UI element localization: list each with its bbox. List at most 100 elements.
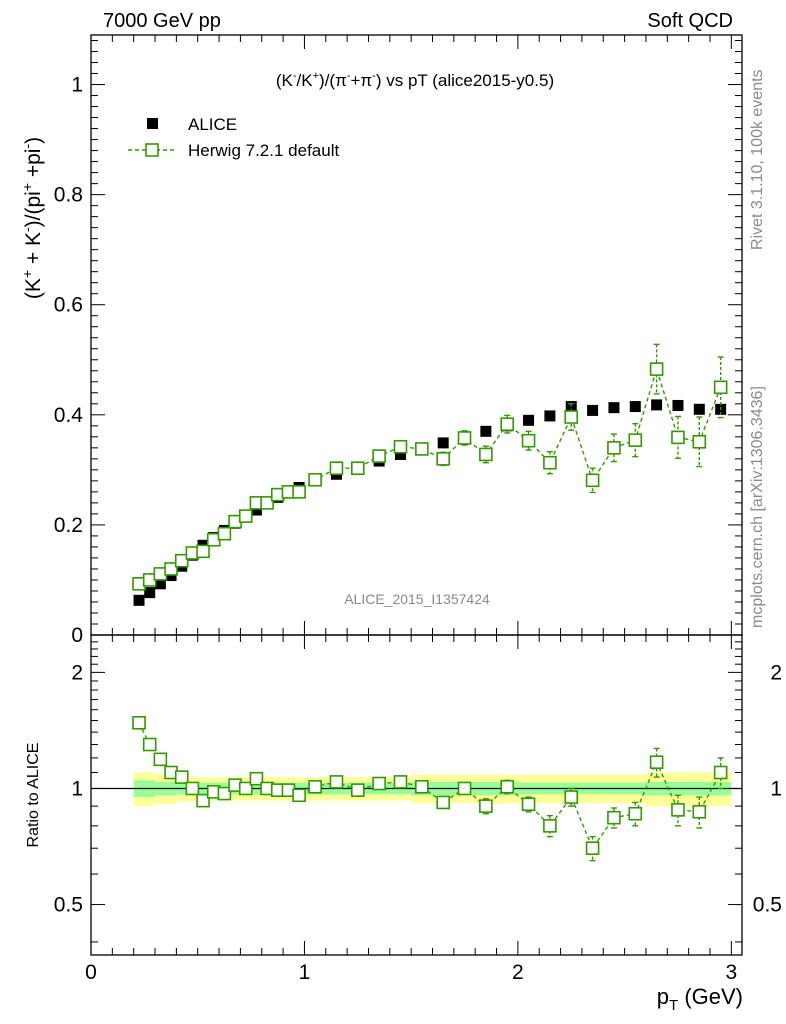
ratio-herwig-point (249, 771, 264, 786)
rivet-version-label: Rivet 3.1.10, 100k events (749, 69, 766, 250)
legend-marker-alice (147, 118, 158, 129)
main-plot-title: (K-/K+)/(π-+π-) vs pT (alice2015-y0.5) (276, 70, 554, 90)
alice-data-point (154, 578, 166, 590)
herwig-data-point (308, 472, 322, 487)
ratio-herwig-point (153, 752, 168, 767)
herwig-data-point (607, 441, 621, 455)
ratio-y-tick-label: 1 (71, 777, 83, 800)
herwig-data-point (649, 362, 664, 376)
herwig-data-point (457, 431, 472, 445)
x-tick-label: 3 (725, 961, 737, 984)
x-tick-label: 2 (512, 961, 524, 984)
ratio-herwig-point (142, 737, 157, 752)
herwig-data-point (415, 442, 429, 456)
herwig-data-point (372, 449, 386, 463)
ratio-herwig-point (415, 780, 429, 794)
ratio-panel: 0 1 2 3 0.5 0.5 1 1 2 2 Ratio to ALICE pT (GeV) (25, 634, 782, 1014)
alice-data-point (144, 587, 156, 599)
herwig-data-point (692, 434, 707, 449)
alice-data-point (587, 404, 599, 416)
herwig-data-point (196, 544, 210, 559)
ratio-herwig-point (713, 765, 728, 780)
x-axis-label: pT (GeV) (657, 984, 743, 1014)
herwig-data-point (238, 509, 253, 523)
ratio-herwig-point (628, 806, 643, 821)
ratio-herwig-point (521, 797, 536, 812)
ratio-y-tick-label-right: 2 (770, 661, 782, 684)
herwig-data-point (351, 461, 365, 476)
ratio-herwig-point (185, 781, 200, 796)
herwig-data-point (564, 410, 579, 424)
ratio-y-tick-label-right: 0.5 (753, 894, 782, 917)
main-y-tick-label: 0.2 (54, 514, 83, 537)
ratio-herwig-point (692, 804, 707, 819)
herwig-data-point (174, 553, 189, 568)
ratio-y-tick-label-right: 1 (770, 777, 782, 800)
ratio-herwig-point (174, 770, 189, 784)
main-y-tick-label: 0.4 (54, 404, 84, 427)
main-panel: 0 0.2 0.4 0.6 0.8 1 (K-/K+)/(π-+π-) vs pT (al… (19, 34, 743, 647)
legend-marker-herwig (145, 143, 159, 157)
ratio-herwig-point (372, 776, 386, 791)
herwig-data-point (713, 380, 728, 395)
alice-data-point (437, 437, 449, 449)
alice-data-point (651, 399, 663, 411)
ratio-frame (90, 634, 743, 956)
ratio-herwig-point (329, 775, 344, 789)
herwig-data-point (521, 433, 536, 448)
main-y-tick-label: 0.8 (54, 184, 83, 207)
alice-data-point (672, 399, 684, 411)
ratio-herwig-point (457, 781, 472, 796)
herwig-data-point (479, 447, 493, 462)
ratio-herwig-point (217, 786, 232, 801)
herwig-data-point (217, 526, 232, 541)
ratio-herwig-point (393, 775, 408, 789)
ratio-herwig-point (543, 819, 557, 833)
ratio-herwig-point (479, 799, 493, 813)
header-energy-label: 7000 GeV pp (103, 10, 221, 32)
alice-data-point (480, 425, 492, 437)
herwig-data-point (393, 439, 408, 454)
ratio-herwig-point (238, 781, 253, 796)
herwig-data-point (500, 417, 515, 431)
ratio-herwig-point (196, 793, 210, 808)
main-y-tick-label: 0.6 (54, 294, 83, 317)
main-y-tick-label: 0 (71, 624, 83, 647)
ratio-herwig-point (132, 716, 146, 730)
ratio-y-axis-label: Ratio to ALICE (25, 743, 42, 848)
alice-data-point (693, 403, 705, 415)
ratio-herwig-point (436, 795, 450, 810)
ratio-y-tick-label: 2 (71, 661, 83, 684)
alice-data-point (133, 594, 145, 606)
herwig-data-point (436, 452, 450, 466)
herwig-data-point (585, 473, 600, 488)
herwig-data-point (628, 433, 643, 447)
main-y-axis-label: (K+ + K-)/(pi+ +pi-) (19, 137, 45, 299)
alice-data-point (544, 410, 556, 422)
alice-data-point (629, 401, 641, 413)
ratio-herwig-point (500, 780, 515, 794)
alice-data-point (250, 504, 262, 516)
legend-label-herwig: Herwig 7.2.1 default (188, 141, 339, 160)
ratio-y-tick-label: 0.5 (54, 894, 83, 917)
ratio-herwig-point (671, 803, 685, 817)
ratio-herwig-point (585, 841, 600, 856)
legend: ALICE Herwig 7.2.1 default (128, 115, 339, 160)
mcplots-label: mcplots.cern.ch [arXiv:1306.3436] (749, 386, 766, 628)
herwig-data-point (260, 496, 274, 510)
x-tick-label: 0 (85, 961, 97, 984)
ratio-herwig-point (649, 755, 664, 769)
alice-data-point (394, 448, 406, 460)
ratio-herwig-point (351, 783, 365, 797)
herwig-data-point (292, 485, 306, 499)
herwig-data-point (543, 455, 557, 470)
ratio-herwig-point (292, 788, 306, 803)
legend-label-alice: ALICE (188, 115, 237, 134)
ratio-herwig-point (308, 780, 322, 794)
x-tick-label: 1 (299, 961, 311, 984)
main-y-tick-label: 1 (71, 74, 83, 97)
herwig-data-point (329, 461, 344, 476)
ratio-herwig-point (564, 790, 579, 804)
alice-data-point (608, 402, 620, 414)
